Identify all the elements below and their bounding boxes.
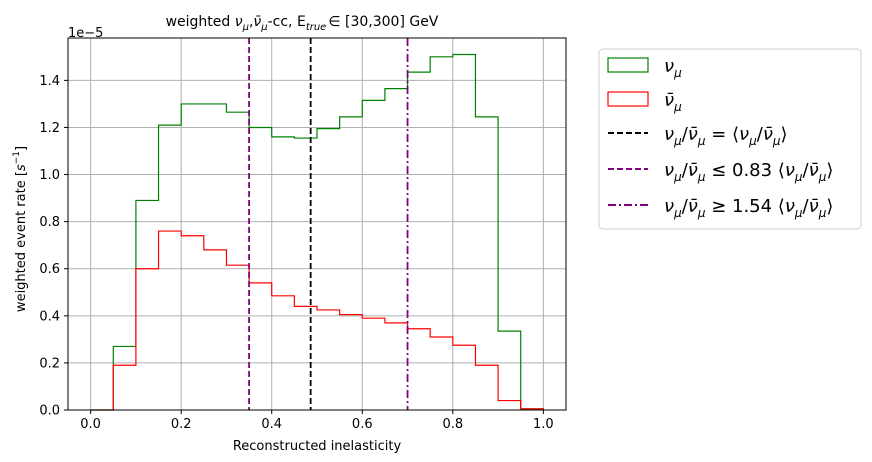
y-tick-label: 1.4 (39, 74, 60, 89)
y-tick-label: 0.6 (39, 262, 60, 277)
legend-frame (598, 48, 862, 230)
legend-label-high-ratio: νμ/ν̄μ ≥ 1.54 ⟨νμ/ν̄μ⟩ (664, 196, 833, 220)
y-tick-label: 1.0 (39, 168, 60, 183)
histograms (90, 53, 544, 411)
x-tick-label: 0.4 (261, 417, 282, 432)
x-tick-label: 0.0 (80, 417, 101, 432)
legend-label-low-ratio: νμ/ν̄μ ≤ 0.83 ⟨νμ/ν̄μ⟩ (664, 160, 833, 184)
ticks: 0.0 0.2 0.4 0.6 0.8 1.0 0.0 0.2 0.4 0.6 0.8 1.0 1.2 1… (39, 74, 553, 432)
y-tick-label: 1.2 (39, 121, 60, 136)
legend-label-mean-ratio: νμ/ν̄μ = ⟨νμ/ν̄μ⟩ (664, 124, 788, 148)
legend-swatch-0 (607, 57, 649, 73)
y-offset-text: 1e−5 (68, 26, 103, 41)
histogram-series-1 (90, 230, 544, 411)
histogram-series-0 (90, 53, 544, 411)
x-tick-label: 1.0 (533, 417, 554, 432)
grid (68, 38, 566, 411)
y-tick-label: 0.4 (39, 309, 60, 324)
legend: νμ ν̄μ νμ/ν̄μ = ⟨νμ/ν̄μ⟩ νμ/ν̄μ ≤ 0.83 ⟨… (598, 48, 862, 230)
y-tick-label: 0.8 (39, 215, 60, 230)
y-tick-label: 0.2 (39, 356, 60, 371)
plot-frame (67, 37, 567, 411)
chart-title: weighted νμ,ν̄μ-cc, Etrue ∈ [30,300] GeV (166, 14, 439, 33)
reference-lines (248, 38, 409, 410)
legend-swatch-1 (607, 91, 649, 107)
y-axis-label: weighted event rate [s−1] (12, 146, 29, 312)
x-axis-label: Reconstructed inelasticity (233, 439, 402, 454)
legend-label-nubar-mu: ν̄μ (664, 90, 682, 114)
x-tick-label: 0.6 (352, 417, 373, 432)
x-tick-label: 0.2 (171, 417, 192, 432)
legend-label-nu-mu: νμ (664, 56, 682, 80)
y-tick-label: 0.0 (39, 404, 60, 419)
x-tick-label: 0.8 (442, 417, 463, 432)
